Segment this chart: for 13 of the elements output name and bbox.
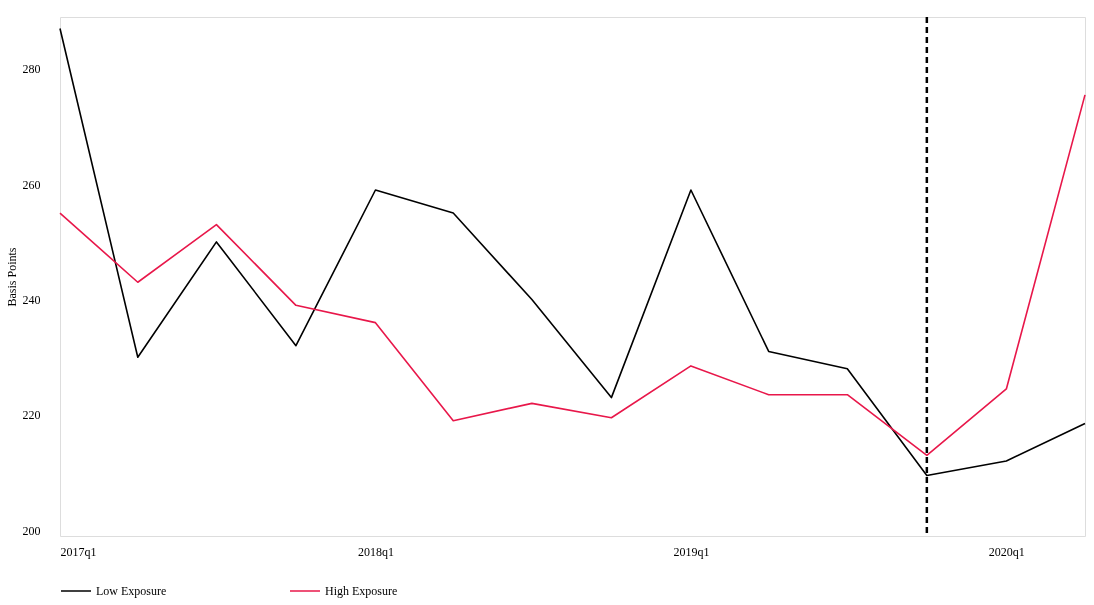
x-tick-label: 2020q1: [988, 544, 1025, 559]
y-tick-label: 220: [22, 408, 41, 423]
y-tick-label: 260: [22, 177, 41, 192]
x-tick-label: 2019q1: [673, 544, 710, 559]
x-tick-label: 2017q1: [60, 544, 97, 559]
legend-label: Low Exposure: [96, 584, 167, 598]
x-tick-label: 2018q1: [357, 544, 394, 559]
y-tick-label: 200: [22, 523, 41, 538]
y-tick-label: 240: [22, 293, 41, 308]
legend-label: High Exposure: [325, 584, 398, 598]
line-series: [59, 94, 1086, 457]
y-axis-title: Basis Points: [4, 247, 19, 307]
y-tick-label: 280: [22, 62, 41, 77]
